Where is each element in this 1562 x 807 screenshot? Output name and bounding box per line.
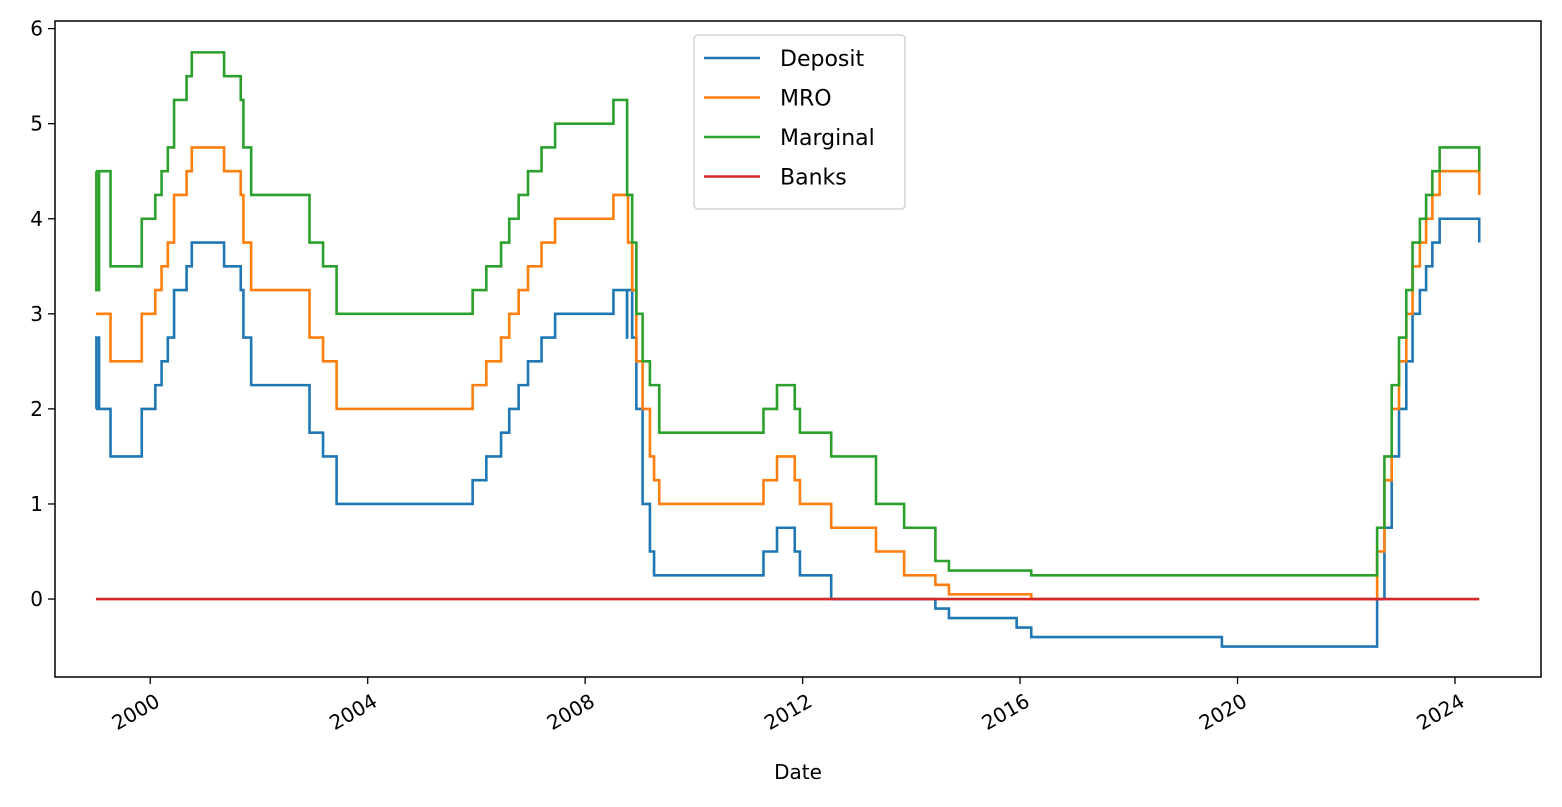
y-tick-label: 6 (30, 17, 43, 41)
y-tick-label: 1 (30, 492, 43, 516)
x-tick-label: 2016 (977, 689, 1033, 735)
legend-label: Banks (780, 166, 847, 191)
legend: Deposit MRO Marginal Banks (693, 34, 906, 210)
legend-label: Deposit (780, 47, 864, 72)
x-tick-label: 2020 (1195, 689, 1251, 735)
y-tick-label: 5 (30, 112, 43, 136)
y-tick-label: 2 (30, 397, 43, 421)
series-line-marginal (95, 51, 1481, 577)
series-layer (95, 51, 1481, 648)
legend-box (693, 34, 906, 210)
y-tick-label: 0 (30, 587, 43, 611)
plot-frame (54, 20, 1542, 678)
y-tick-label: 4 (30, 207, 43, 231)
y-tick-label: 3 (30, 302, 43, 326)
x-tick-label: 2000 (108, 689, 164, 735)
x-tick-label: 2008 (543, 689, 599, 735)
legend-label: Marginal (780, 126, 875, 151)
x-axis: 2000 2004 2008 2012 2016 2020 2024 (108, 677, 1468, 735)
series-line-mro (95, 146, 1481, 601)
x-tick-label: 2012 (760, 689, 816, 735)
x-tick-label: 2004 (325, 689, 381, 735)
x-axis-title: Date (774, 760, 822, 784)
y-axis: 0 1 2 3 4 5 6 (30, 17, 55, 611)
legend-label: MRO (780, 87, 832, 112)
x-tick-label: 2024 (1412, 689, 1468, 735)
